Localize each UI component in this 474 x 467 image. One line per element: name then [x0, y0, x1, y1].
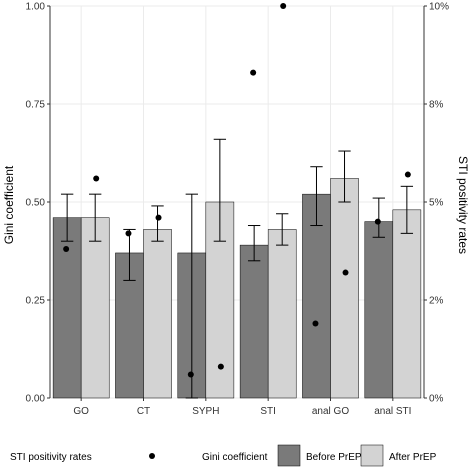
legend-before-key [277, 444, 301, 467]
legend-before-label: Before PrEP [306, 452, 362, 463]
legend-after-key [360, 444, 384, 467]
sti-points [63, 3, 411, 378]
sti-point-after [217, 363, 224, 370]
axes: 0.00 0.25 0.50 0.75 1.00 0% 2% 5% 8% 10% GO CT SYPH S… [26, 2, 450, 418]
error-bars [60, 138, 414, 399]
y-tick-label: 0.75 [26, 100, 46, 111]
x-tick-label: GO [73, 406, 89, 417]
bar [143, 229, 172, 399]
legend-point-key [149, 453, 155, 459]
y2-tick-label: 10% [429, 2, 449, 13]
sti-point-before [312, 320, 319, 327]
sti-point-after [280, 3, 287, 9]
sti-point-before [374, 218, 381, 225]
y-tick-label: 0.50 [26, 198, 46, 209]
sti-point-before [187, 371, 194, 378]
sti-point-before [250, 69, 257, 76]
y2-tick-label: 8% [429, 100, 444, 111]
sti-point-before [63, 246, 70, 253]
y-tick-label: 0.00 [26, 394, 46, 405]
sti-point-after [93, 175, 100, 182]
bars [52, 178, 422, 399]
y2-axis-title: STI positivity rates [456, 156, 470, 254]
y2-tick-label: 2% [429, 296, 444, 307]
y-axis-title: Gini coefficient [2, 165, 16, 244]
bar [330, 178, 359, 399]
grid [50, 5, 424, 399]
sti-point-after [404, 171, 411, 178]
sti-point-after [155, 214, 162, 221]
legend: STI positivity rates Gini coefficient Be… [10, 444, 437, 467]
bar [392, 209, 422, 399]
x-tick-label: STI [260, 406, 276, 417]
bar [239, 244, 269, 399]
bar [52, 217, 82, 399]
x-tick-label: SYPH [192, 406, 219, 417]
x-tick-label: anal STI [374, 406, 411, 417]
sti-point-before [125, 230, 132, 237]
legend-points-label: STI positivity rates [10, 452, 92, 463]
y-tick-label: 1.00 [26, 2, 46, 13]
y-tick-label: 0.25 [26, 296, 46, 307]
y2-tick-label: 0% [429, 394, 444, 405]
sti-point-after [342, 269, 349, 276]
bar [364, 221, 394, 399]
bar [302, 193, 331, 399]
y2-tick-label: 5% [429, 198, 444, 209]
bar [267, 229, 297, 399]
x-tick-label: CT [137, 406, 150, 417]
legend-bars-label: Gini coefficient [202, 452, 268, 463]
bar [80, 217, 110, 399]
x-tick-label: anal GO [312, 406, 349, 417]
legend-after-label: After PrEP [389, 452, 437, 463]
